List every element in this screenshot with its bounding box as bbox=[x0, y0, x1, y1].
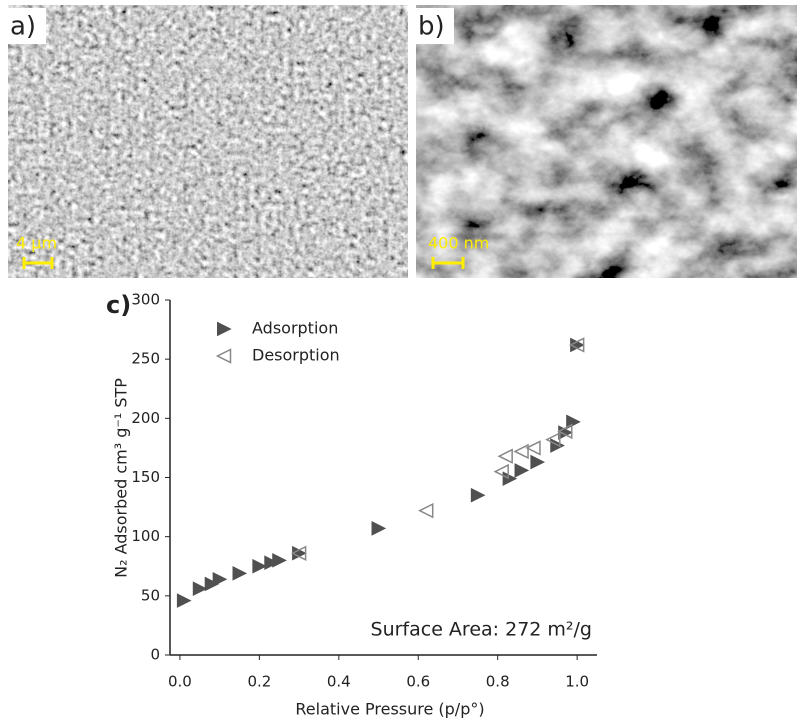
sem-texture-a bbox=[8, 5, 408, 278]
data-point bbox=[371, 521, 387, 536]
data-point bbox=[525, 440, 541, 456]
x-tick-label: 1.0 bbox=[565, 673, 589, 691]
data-point bbox=[418, 502, 434, 519]
data-point bbox=[176, 593, 192, 608]
legend-marker bbox=[215, 348, 232, 364]
data-point bbox=[493, 463, 509, 480]
data-point bbox=[232, 566, 248, 581]
data-point bbox=[470, 487, 486, 503]
panel-label: b) bbox=[418, 12, 445, 42]
x-tick-label: 0.8 bbox=[486, 673, 510, 691]
data-point bbox=[272, 553, 287, 568]
y-tick-label: 250 bbox=[131, 350, 160, 368]
data-point bbox=[502, 471, 518, 486]
legend-label: Adsorption bbox=[252, 319, 338, 338]
y-tick-label: 150 bbox=[131, 468, 160, 486]
data-point bbox=[290, 545, 307, 561]
data-point bbox=[568, 337, 585, 353]
data-point bbox=[514, 463, 530, 478]
x-tick-label: 0.6 bbox=[406, 673, 430, 691]
x-tick-label: 0.4 bbox=[327, 673, 351, 691]
y-tick-label: 300 bbox=[131, 291, 160, 309]
y-axis-label: N₂ Adsorbed cm³ g⁻¹ STP bbox=[112, 378, 131, 578]
panel-label: a) bbox=[10, 12, 36, 42]
data-point bbox=[252, 558, 267, 574]
x-tick-label: 0.2 bbox=[247, 673, 271, 691]
label-bg bbox=[6, 8, 46, 44]
data-point bbox=[212, 571, 228, 587]
x-axis-label: Relative Pressure (p/p°) bbox=[295, 700, 484, 719]
scale-bar-label: 400 nm bbox=[428, 234, 489, 253]
x-tick-label: 0.0 bbox=[168, 673, 192, 691]
data-point bbox=[192, 581, 208, 597]
data-point bbox=[530, 454, 546, 470]
data-point bbox=[570, 337, 585, 353]
y-tick-label: 200 bbox=[131, 409, 160, 427]
data-point bbox=[204, 576, 220, 592]
label-bg bbox=[414, 8, 454, 44]
y-tick-label: 100 bbox=[131, 527, 160, 545]
data-point bbox=[557, 423, 573, 440]
legend-label: Desorption bbox=[252, 346, 340, 365]
data-point bbox=[513, 443, 529, 460]
annotation: Surface Area: 272 m²/g bbox=[371, 619, 592, 641]
data-point bbox=[264, 555, 279, 571]
panel-label: c) bbox=[106, 291, 131, 319]
data-point bbox=[292, 545, 307, 561]
data-point bbox=[545, 431, 561, 448]
legend-marker bbox=[217, 321, 232, 337]
scale-bar-label: 4 µm bbox=[16, 234, 57, 253]
data-point bbox=[497, 448, 513, 464]
sem-texture-b bbox=[416, 5, 797, 278]
y-tick-label: 0 bbox=[150, 646, 160, 664]
y-tick-label: 50 bbox=[141, 586, 160, 604]
